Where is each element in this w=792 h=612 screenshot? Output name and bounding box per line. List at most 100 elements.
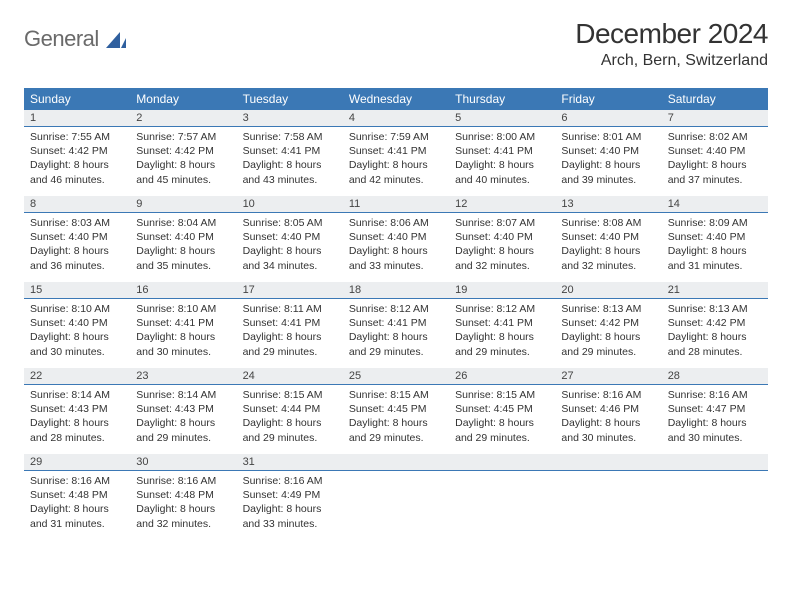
calendar-cell: 10Sunrise: 8:05 AMSunset: 4:40 PMDayligh…	[237, 196, 343, 282]
calendar-cell: 16Sunrise: 8:10 AMSunset: 4:41 PMDayligh…	[130, 282, 236, 368]
day-body: Sunrise: 8:07 AMSunset: 4:40 PMDaylight:…	[449, 213, 555, 276]
sunrise-line: Sunrise: 8:06 AM	[349, 216, 443, 230]
day-number: 11	[343, 196, 449, 213]
header: General Blue December 2024 Arch, Bern, S…	[24, 18, 768, 78]
day-number: 31	[237, 454, 343, 471]
daylight-line: Daylight: 8 hours and 31 minutes.	[30, 502, 124, 530]
calendar-cell: 1Sunrise: 7:55 AMSunset: 4:42 PMDaylight…	[24, 110, 130, 196]
day-body: Sunrise: 8:13 AMSunset: 4:42 PMDaylight:…	[662, 299, 768, 362]
sunset-line: Sunset: 4:41 PM	[136, 316, 230, 330]
sunset-line: Sunset: 4:49 PM	[243, 488, 337, 502]
sunset-line: Sunset: 4:43 PM	[30, 402, 124, 416]
day-body: Sunrise: 8:15 AMSunset: 4:45 PMDaylight:…	[343, 385, 449, 448]
day-body: Sunrise: 8:16 AMSunset: 4:48 PMDaylight:…	[24, 471, 130, 534]
day-body: Sunrise: 8:13 AMSunset: 4:42 PMDaylight:…	[555, 299, 661, 362]
day-number: 21	[662, 282, 768, 299]
calendar-cell: 21Sunrise: 8:13 AMSunset: 4:42 PMDayligh…	[662, 282, 768, 368]
sunrise-line: Sunrise: 8:04 AM	[136, 216, 230, 230]
weekday-header: Thursday	[449, 88, 555, 110]
daylight-line: Daylight: 8 hours and 28 minutes.	[668, 330, 762, 358]
day-number: 30	[130, 454, 236, 471]
day-number: 22	[24, 368, 130, 385]
day-body: Sunrise: 8:16 AMSunset: 4:46 PMDaylight:…	[555, 385, 661, 448]
calendar-cell: 15Sunrise: 8:10 AMSunset: 4:40 PMDayligh…	[24, 282, 130, 368]
day-number: 14	[662, 196, 768, 213]
day-body: Sunrise: 8:11 AMSunset: 4:41 PMDaylight:…	[237, 299, 343, 362]
sunrise-line: Sunrise: 8:15 AM	[455, 388, 549, 402]
day-body: Sunrise: 8:09 AMSunset: 4:40 PMDaylight:…	[662, 213, 768, 276]
sunrise-line: Sunrise: 8:02 AM	[668, 130, 762, 144]
calendar-cell: 19Sunrise: 8:12 AMSunset: 4:41 PMDayligh…	[449, 282, 555, 368]
sunset-line: Sunset: 4:46 PM	[561, 402, 655, 416]
sunrise-line: Sunrise: 8:01 AM	[561, 130, 655, 144]
day-number: 5	[449, 110, 555, 127]
calendar-cell: 5Sunrise: 8:00 AMSunset: 4:41 PMDaylight…	[449, 110, 555, 196]
day-body: Sunrise: 8:16 AMSunset: 4:48 PMDaylight:…	[130, 471, 236, 534]
sunrise-line: Sunrise: 8:13 AM	[561, 302, 655, 316]
sunrise-line: Sunrise: 8:05 AM	[243, 216, 337, 230]
day-number: 3	[237, 110, 343, 127]
sunrise-line: Sunrise: 7:58 AM	[243, 130, 337, 144]
sunrise-line: Sunrise: 8:10 AM	[30, 302, 124, 316]
daylight-line: Daylight: 8 hours and 33 minutes.	[349, 244, 443, 272]
day-body: Sunrise: 8:12 AMSunset: 4:41 PMDaylight:…	[343, 299, 449, 362]
day-body: Sunrise: 8:04 AMSunset: 4:40 PMDaylight:…	[130, 213, 236, 276]
sunset-line: Sunset: 4:45 PM	[349, 402, 443, 416]
daylight-line: Daylight: 8 hours and 34 minutes.	[243, 244, 337, 272]
sunset-line: Sunset: 4:43 PM	[136, 402, 230, 416]
day-body: Sunrise: 7:55 AMSunset: 4:42 PMDaylight:…	[24, 127, 130, 190]
day-number: 2	[130, 110, 236, 127]
day-body: Sunrise: 7:58 AMSunset: 4:41 PMDaylight:…	[237, 127, 343, 190]
sunrise-line: Sunrise: 7:57 AM	[136, 130, 230, 144]
sunset-line: Sunset: 4:41 PM	[455, 316, 549, 330]
daylight-line: Daylight: 8 hours and 30 minutes.	[30, 330, 124, 358]
day-body: Sunrise: 8:02 AMSunset: 4:40 PMDaylight:…	[662, 127, 768, 190]
sunset-line: Sunset: 4:40 PM	[668, 230, 762, 244]
daylight-line: Daylight: 8 hours and 37 minutes.	[668, 158, 762, 186]
brand-logo: General Blue	[24, 26, 126, 78]
day-number: 28	[662, 368, 768, 385]
sunset-line: Sunset: 4:42 PM	[561, 316, 655, 330]
sunrise-line: Sunrise: 8:16 AM	[243, 474, 337, 488]
sunrise-line: Sunrise: 7:59 AM	[349, 130, 443, 144]
sunset-line: Sunset: 4:40 PM	[349, 230, 443, 244]
calendar-cell: 29Sunrise: 8:16 AMSunset: 4:48 PMDayligh…	[24, 454, 130, 540]
sunrise-line: Sunrise: 8:15 AM	[243, 388, 337, 402]
day-body: Sunrise: 8:00 AMSunset: 4:41 PMDaylight:…	[449, 127, 555, 190]
sunrise-line: Sunrise: 8:08 AM	[561, 216, 655, 230]
sunrise-line: Sunrise: 8:07 AM	[455, 216, 549, 230]
calendar-cell: 31Sunrise: 8:16 AMSunset: 4:49 PMDayligh…	[237, 454, 343, 540]
calendar-cell: 18Sunrise: 8:12 AMSunset: 4:41 PMDayligh…	[343, 282, 449, 368]
weekday-header: Friday	[555, 88, 661, 110]
day-number: 13	[555, 196, 661, 213]
weekday-header: Wednesday	[343, 88, 449, 110]
day-number: 4	[343, 110, 449, 127]
calendar-cell: 30Sunrise: 8:16 AMSunset: 4:48 PMDayligh…	[130, 454, 236, 540]
day-body: Sunrise: 8:03 AMSunset: 4:40 PMDaylight:…	[24, 213, 130, 276]
sunset-line: Sunset: 4:40 PM	[561, 230, 655, 244]
sunrise-line: Sunrise: 7:55 AM	[30, 130, 124, 144]
weekday-header: Tuesday	[237, 88, 343, 110]
sunrise-line: Sunrise: 8:16 AM	[136, 474, 230, 488]
location-label: Arch, Bern, Switzerland	[575, 52, 768, 70]
calendar-cell	[449, 454, 555, 540]
day-body: Sunrise: 8:12 AMSunset: 4:41 PMDaylight:…	[449, 299, 555, 362]
sunrise-line: Sunrise: 8:14 AM	[136, 388, 230, 402]
day-number: 19	[449, 282, 555, 299]
calendar-cell: 24Sunrise: 8:15 AMSunset: 4:44 PMDayligh…	[237, 368, 343, 454]
day-number: 16	[130, 282, 236, 299]
calendar-cell: 3Sunrise: 7:58 AMSunset: 4:41 PMDaylight…	[237, 110, 343, 196]
empty-daynum	[343, 454, 449, 471]
calendar-header-row: SundayMondayTuesdayWednesdayThursdayFrid…	[24, 88, 768, 110]
calendar-cell: 4Sunrise: 7:59 AMSunset: 4:41 PMDaylight…	[343, 110, 449, 196]
sunrise-line: Sunrise: 8:09 AM	[668, 216, 762, 230]
daylight-line: Daylight: 8 hours and 29 minutes.	[349, 416, 443, 444]
day-number: 18	[343, 282, 449, 299]
calendar-cell	[343, 454, 449, 540]
day-body: Sunrise: 8:15 AMSunset: 4:45 PMDaylight:…	[449, 385, 555, 448]
calendar-cell	[662, 454, 768, 540]
calendar-cell: 2Sunrise: 7:57 AMSunset: 4:42 PMDaylight…	[130, 110, 236, 196]
day-number: 7	[662, 110, 768, 127]
month-title: December 2024	[575, 18, 768, 50]
daylight-line: Daylight: 8 hours and 29 minutes.	[455, 330, 549, 358]
